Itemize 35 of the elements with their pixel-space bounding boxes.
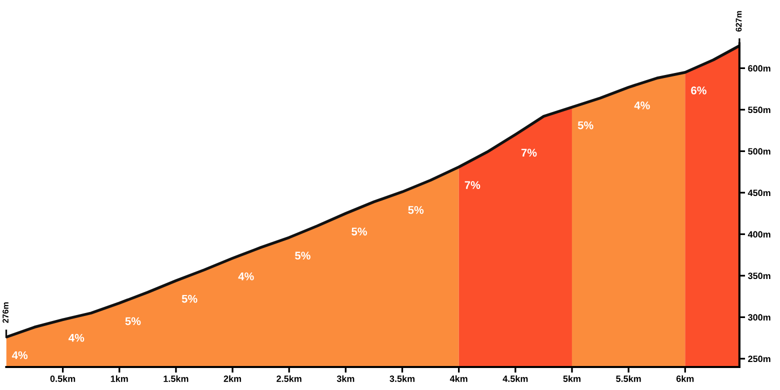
x-tick-label: 1.5km — [164, 375, 188, 382]
annotation: 4% — [634, 101, 650, 110]
y-tick-label: 400m — [748, 231, 770, 238]
annotation: 5% — [408, 206, 424, 214]
annotation: 627m — [736, 11, 742, 32]
x-tick-label: 2km — [224, 375, 242, 382]
x-tick-label: 5.5km — [616, 375, 641, 382]
y-tick-label: 550m — [748, 106, 770, 114]
y-tick-label: 500m — [748, 148, 770, 155]
annotation: 5% — [578, 121, 594, 130]
annotation: 7% — [521, 148, 537, 157]
y-tick-label: 300m — [748, 314, 770, 321]
annotation: 5% — [182, 294, 198, 303]
x-tick-label: 2.5km — [276, 375, 302, 382]
x-tick-label: 4km — [450, 375, 468, 382]
x-tick-label: 5km — [563, 375, 580, 382]
annotation: 5% — [125, 317, 141, 326]
y-tick-label: 450m — [748, 190, 770, 196]
x-tick-label: 6km — [676, 375, 694, 382]
annotation: 4% — [68, 334, 84, 342]
annotation: 5% — [295, 252, 310, 260]
x-tick-label: 0.5km — [50, 375, 76, 382]
annotation: 4% — [12, 351, 28, 360]
x-tick-label: 3km — [336, 375, 354, 382]
annotation: 5% — [352, 228, 368, 236]
y-tick-label: 350m — [748, 272, 770, 280]
annotation: 7% — [464, 181, 480, 189]
y-tick-label: 600m — [748, 65, 770, 72]
y-tick-label: 250m — [748, 356, 770, 362]
x-tick-label: 3.5km — [390, 375, 414, 382]
x-tick-label: 1km — [110, 375, 128, 382]
x-tick-label: 4.5km — [502, 375, 528, 382]
annotation: 276m — [2, 302, 8, 323]
annotation: 6% — [691, 86, 706, 94]
annotation: 4% — [238, 272, 254, 280]
